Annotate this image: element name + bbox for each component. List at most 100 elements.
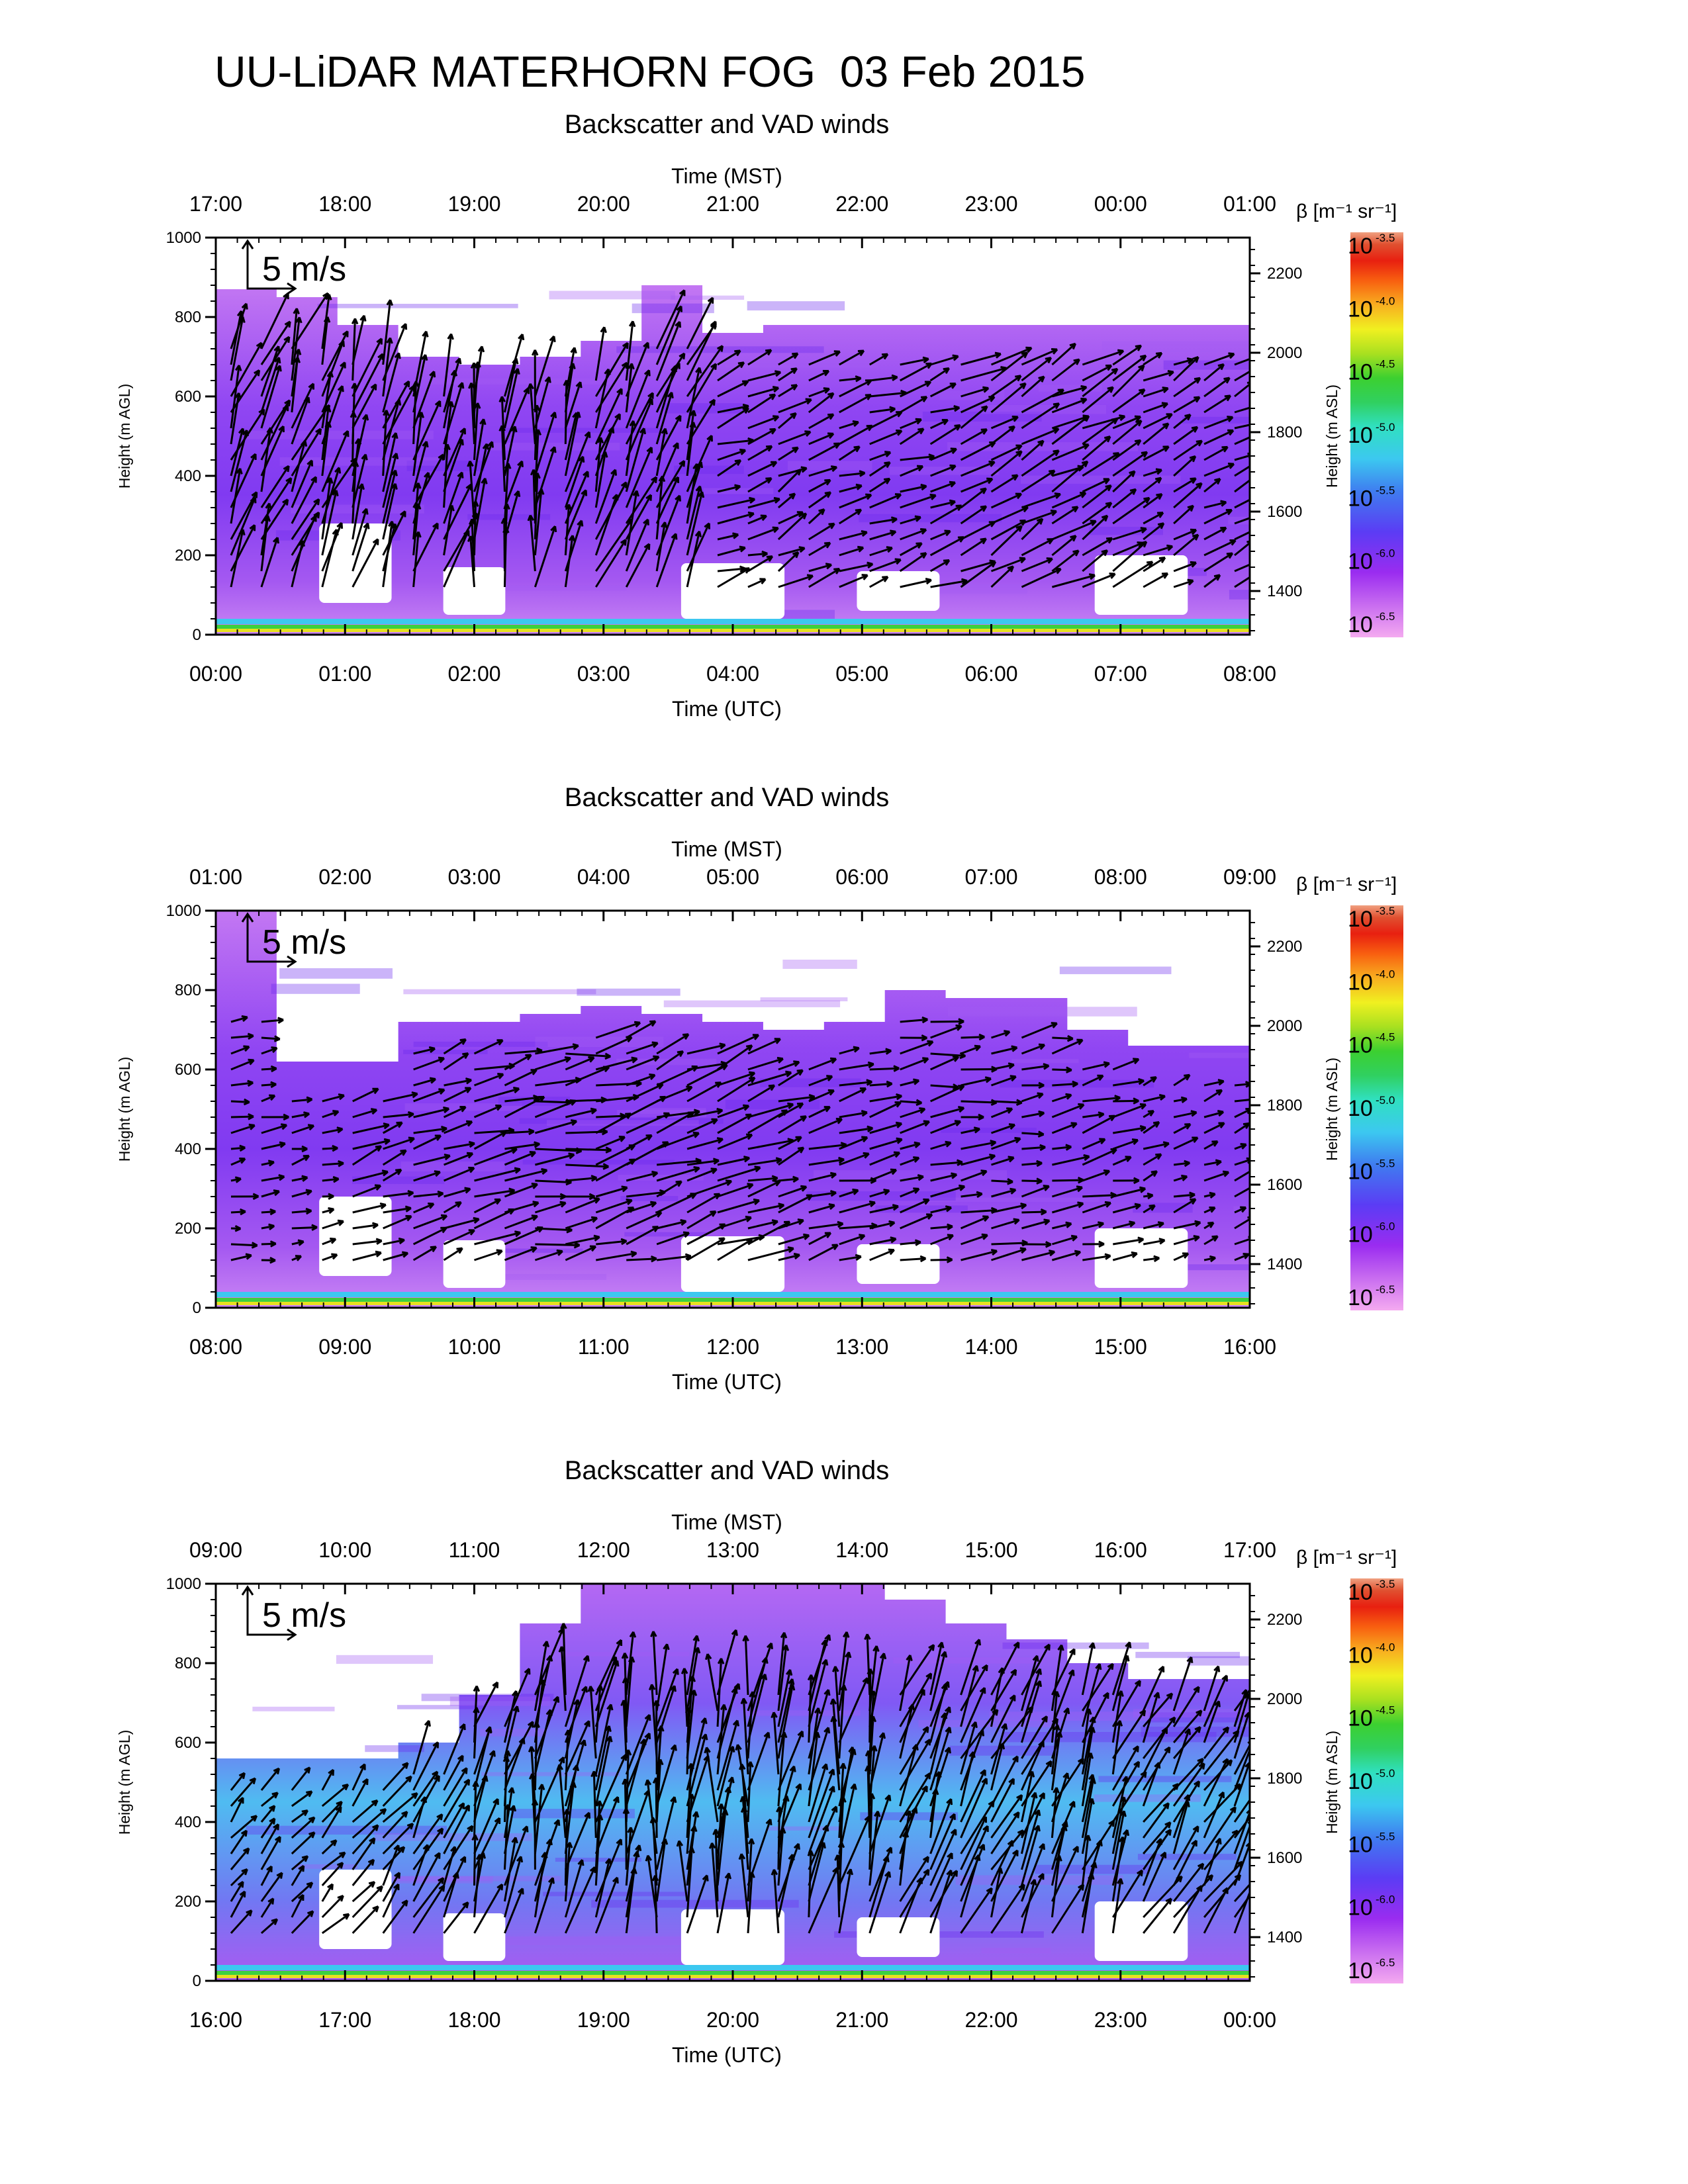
wind-vector: [594, 1704, 612, 1775]
wind-vector-head: [984, 1076, 992, 1083]
wind-vector: [594, 539, 627, 588]
wind-vector: [595, 1199, 633, 1214]
colorbar-tick-base: 10: [1348, 1159, 1373, 1184]
wind-vector: [443, 1229, 475, 1246]
wind-vector: [473, 478, 487, 540]
wind-vector-head: [1006, 1107, 1013, 1114]
wind-vector: [291, 317, 301, 381]
backscatter-streak: [918, 1719, 1061, 1727]
wind-vector: [230, 1881, 244, 1902]
wind-vector-head: [863, 1152, 870, 1159]
wind-vector: [625, 1714, 651, 1775]
wind-vector: [960, 521, 996, 541]
wind-vector: [291, 308, 298, 365]
wind-vector: [960, 561, 996, 588]
wind-vector: [230, 1124, 256, 1134]
wind-vector: [473, 1817, 501, 1870]
wind-vector-head: [627, 1827, 634, 1834]
wind-vector: [1051, 443, 1090, 461]
wind-vector-head: [988, 396, 996, 402]
wind-vector: [230, 316, 244, 381]
wind-vector-head: [895, 1121, 903, 1128]
wind-vector-head: [432, 1741, 439, 1749]
wind-vector: [778, 1234, 810, 1246]
backscatter-streak: [1182, 416, 1250, 424]
wind-vector: [291, 460, 313, 508]
wind-vector-head: [1229, 1806, 1237, 1813]
wind-vector-head: [682, 1033, 690, 1040]
wind-vector: [1082, 484, 1112, 509]
wind-vector-head: [740, 1698, 748, 1705]
top-tick-label: 20:00: [577, 192, 630, 216]
wind-vector-head: [795, 1136, 802, 1143]
wind-vector: [747, 477, 773, 493]
wind-vector: [686, 1811, 698, 1870]
wind-vector-head: [338, 1160, 344, 1167]
wind-vector: [443, 1087, 471, 1103]
wind-vector: [1203, 478, 1221, 493]
wind-vector-head: [383, 1138, 391, 1146]
wind-vector-head: [579, 1739, 587, 1747]
wind-vector: [656, 1220, 686, 1230]
wind-vector-head: [462, 1052, 469, 1060]
wind-vector-head: [1150, 1170, 1158, 1177]
wind-vector: [412, 1775, 440, 1823]
wind-vector-head: [1258, 1876, 1263, 1882]
wind-vector: [961, 1036, 985, 1039]
wind-vector: [1173, 1198, 1197, 1214]
wind-vector-head: [422, 441, 429, 448]
wind-vector: [1172, 1840, 1197, 1886]
wind-vector: [777, 1827, 784, 1886]
wind-vector: [443, 382, 463, 445]
wind-vector: [990, 416, 1019, 430]
wind-vector-head: [268, 1223, 275, 1230]
wind-vector-head: [429, 371, 436, 378]
wind-vector-head: [1187, 578, 1194, 586]
wind-vector-head: [745, 1215, 752, 1222]
wind-vector-head: [1134, 439, 1142, 446]
wind-vector-head: [769, 428, 776, 435]
wind-vector: [1051, 1691, 1058, 1743]
wind-vector: [778, 511, 804, 525]
wind-vector-head: [622, 341, 629, 349]
wind-vector: [747, 1732, 770, 1791]
wind-vector: [595, 519, 633, 572]
wind-vector: [929, 1870, 953, 1934]
wind-vector: [686, 1794, 693, 1854]
wind-vector: [990, 375, 1021, 398]
wind-vector-head: [481, 477, 488, 484]
wind-vector: [504, 1215, 538, 1230]
wind-vector: [230, 1868, 248, 1887]
wind-vector: [473, 1199, 501, 1214]
wind-vector: [230, 369, 260, 413]
wind-vector-head: [1209, 1255, 1216, 1263]
wind-vector-head: [680, 1668, 688, 1674]
wind-vector: [990, 1850, 1019, 1902]
wind-vector: [534, 446, 556, 508]
wind-vector: [778, 547, 805, 557]
wind-vector-head: [853, 1046, 860, 1053]
wind-vector-head: [528, 1746, 536, 1752]
wind-vector-head: [274, 357, 281, 364]
wind-vector-head: [577, 1859, 585, 1866]
wind-vector: [443, 334, 453, 397]
wind-vector: [960, 1778, 988, 1839]
wind-vector-head: [1129, 1220, 1136, 1228]
backscatter-streak: [617, 1109, 706, 1117]
wind-vector-head: [270, 1065, 277, 1073]
wind-vector-head: [818, 508, 825, 516]
wind-vector-head: [828, 522, 835, 529]
y-tick-label: 1000: [166, 229, 201, 247]
wind-vector: [625, 1827, 632, 1886]
wind-vector: [564, 412, 580, 477]
wind-vector: [565, 1148, 612, 1152]
wind-vector: [291, 512, 320, 556]
wind-vector: [1143, 371, 1174, 382]
top-tick-label: 00:00: [1094, 192, 1147, 216]
wind-vector: [352, 1799, 379, 1823]
wind-vector: [900, 528, 927, 541]
y2-tick-label: 1400: [1267, 1255, 1302, 1273]
wind-vector: [1174, 1193, 1196, 1198]
wind-vector-head: [645, 494, 652, 501]
colorbar-tick-exponent: -3.5: [1376, 232, 1395, 244]
